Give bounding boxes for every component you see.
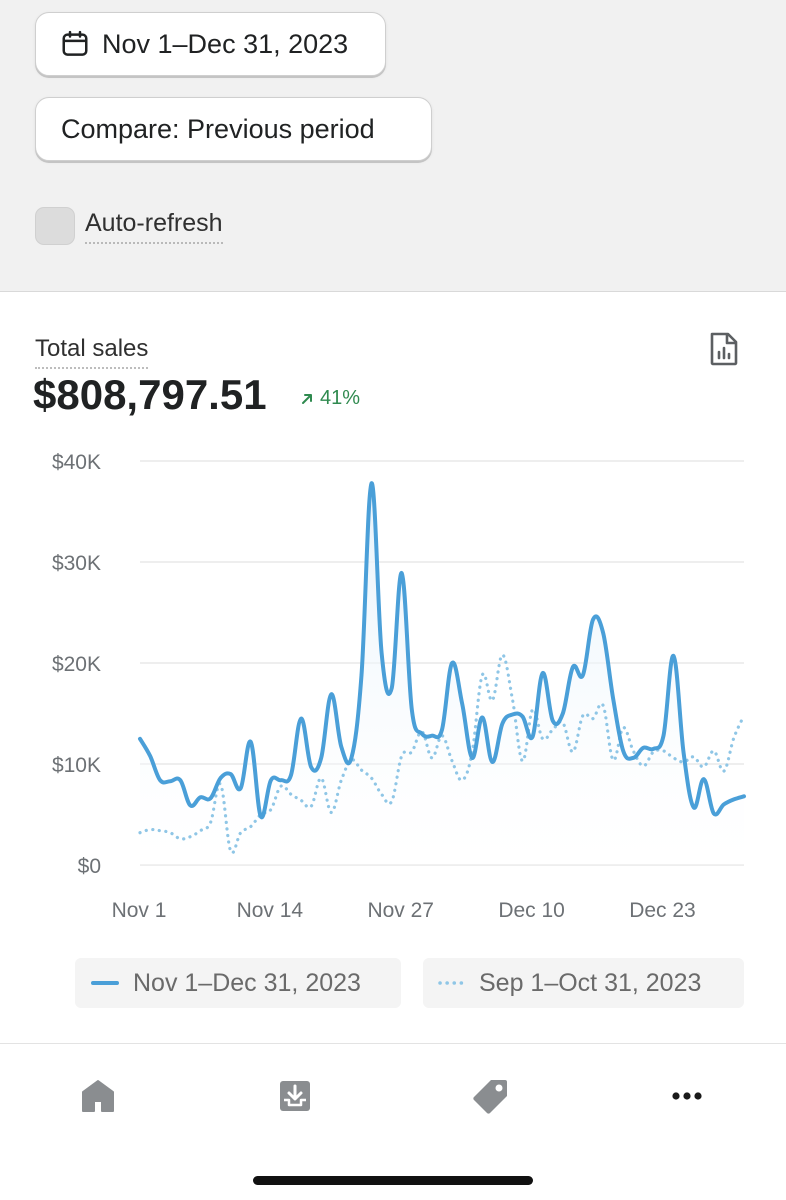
more-icon xyxy=(672,1092,702,1100)
metric-label[interactable]: Total sales xyxy=(35,335,149,369)
y-tick-label: $10K xyxy=(52,754,101,777)
current-period-area xyxy=(140,483,744,865)
arrow-up-right-icon xyxy=(302,393,312,404)
current-period-line xyxy=(138,481,746,820)
x-tick-label: Nov 14 xyxy=(237,899,304,922)
y-tick-label: $0 xyxy=(78,855,101,878)
tab-products[interactable] xyxy=(469,1074,513,1118)
x-tick-label: Nov 1 xyxy=(112,899,167,922)
home-icon xyxy=(82,1080,114,1112)
x-tick-label: Nov 27 xyxy=(367,899,434,922)
report-icon[interactable] xyxy=(708,331,740,367)
metric-change-value: 41% xyxy=(320,387,361,409)
y-tick-label: $30K xyxy=(52,552,101,575)
x-tick-label: Dec 23 xyxy=(629,899,696,922)
legend-item-current[interactable]: Nov 1–Dec 31, 2023 xyxy=(75,958,401,1008)
orders-inbox-icon xyxy=(280,1081,310,1111)
tab-more[interactable] xyxy=(665,1074,709,1118)
y-tick-label: $40K xyxy=(52,451,101,474)
tag-icon xyxy=(473,1080,507,1114)
legend-item-previous[interactable]: Sep 1–Oct 31, 2023 xyxy=(423,958,744,1008)
legend-solid-line-icon xyxy=(91,981,119,985)
tab-home[interactable] xyxy=(76,1074,120,1118)
calendar-icon xyxy=(62,30,88,56)
legend-dotted-line-icon xyxy=(438,981,465,985)
filter-bar: Nov 1–Dec 31, 2023 Compare: Previous per… xyxy=(0,0,786,292)
home-indicator xyxy=(253,1176,533,1185)
y-tick-label: $20K xyxy=(52,653,101,676)
metric-change-badge: 41% xyxy=(300,387,360,410)
auto-refresh-toggle[interactable]: Auto-refresh xyxy=(35,207,223,245)
legend-label-current: Nov 1–Dec 31, 2023 xyxy=(133,968,361,997)
previous-period-line xyxy=(138,653,746,855)
auto-refresh-label: Auto-refresh xyxy=(85,209,223,244)
bottom-tab-bar xyxy=(0,1043,786,1200)
sales-line-chart: $40K $30K $20K $10K $0 Nov 1 Nov 14 Nov 27 Dec … xyxy=(52,451,746,922)
total-sales-card: Total sales $808,797.51 41% $40K $30K $20K… xyxy=(0,293,786,1043)
auto-refresh-checkbox[interactable] xyxy=(35,207,75,245)
metric-value: $808,797.51 xyxy=(33,371,267,418)
compare-button[interactable]: Compare: Previous period xyxy=(35,97,432,161)
legend-label-previous: Sep 1–Oct 31, 2023 xyxy=(479,968,702,997)
x-tick-label: Dec 10 xyxy=(498,899,565,922)
date-range-button[interactable]: Nov 1–Dec 31, 2023 xyxy=(35,12,386,76)
tab-orders[interactable] xyxy=(273,1074,317,1118)
date-range-label: Nov 1–Dec 31, 2023 xyxy=(102,28,349,59)
compare-label: Compare: Previous period xyxy=(61,113,375,144)
